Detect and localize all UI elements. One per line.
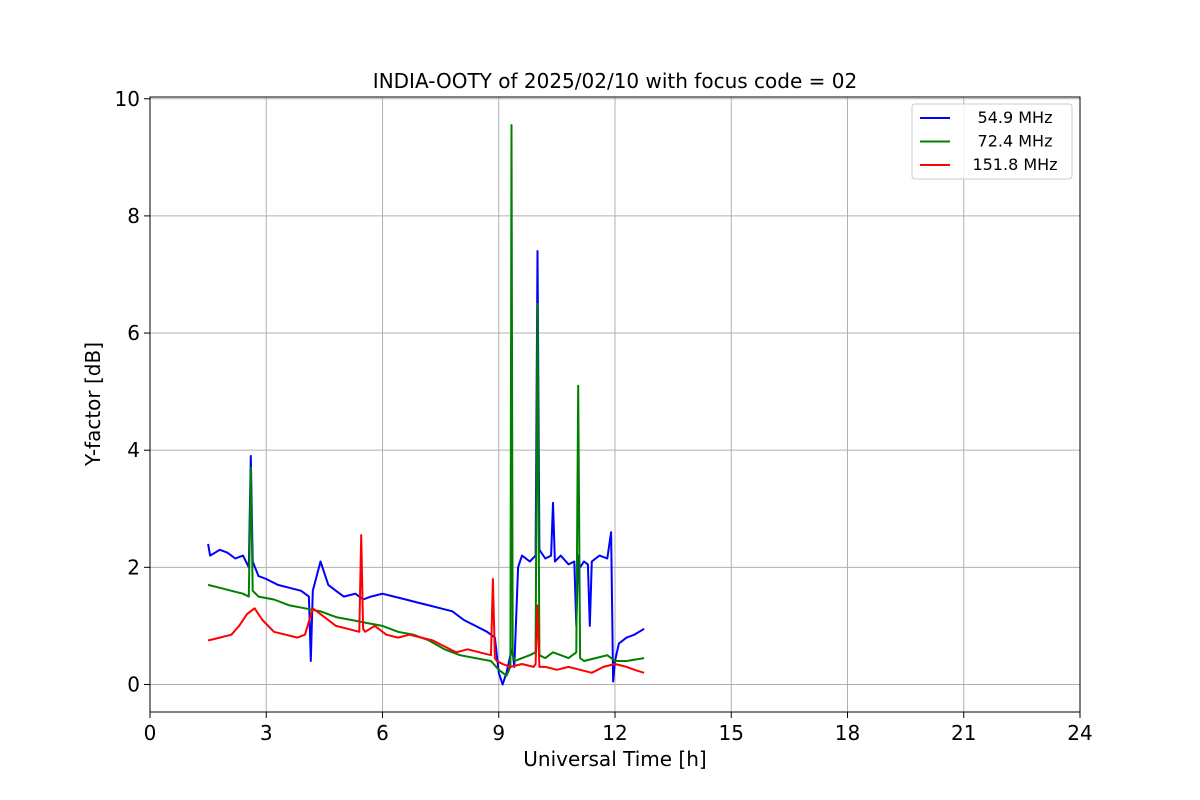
- series-line-1: [207, 250, 645, 686]
- chart-title: INDIA-OOTY of 2025/02/10 with focus code…: [373, 69, 857, 93]
- y-tick-label: 8: [127, 204, 140, 228]
- y-tick-label: 6: [127, 321, 140, 345]
- x-tick-label: 9: [492, 721, 505, 745]
- series-line-2: [207, 124, 645, 677]
- x-tick-label: 0: [144, 721, 157, 745]
- x-tick-label: 21: [951, 721, 976, 745]
- x-tick-label: 15: [719, 721, 744, 745]
- y-tick-label: 0: [127, 672, 140, 696]
- y-axis-label: Y-factor [dB]: [81, 342, 105, 467]
- y-tick-label: 4: [127, 438, 140, 462]
- y-tick-label: 2: [127, 555, 140, 579]
- x-tick-label: 3: [260, 721, 273, 745]
- legend-box: [911, 103, 1073, 180]
- legend-label-1: 54.9 MHz: [978, 108, 1053, 127]
- series-line-3: [207, 534, 645, 674]
- x-tick-label: 24: [1067, 721, 1092, 745]
- legend: 54.9 MHz 72.4 MHz 151.8 MHz: [911, 103, 1073, 180]
- y-tick-label: 10: [115, 87, 140, 111]
- x-tick-label: 6: [376, 721, 389, 745]
- legend-label-3: 151.8 MHz: [972, 155, 1057, 174]
- series-lines: [207, 124, 645, 686]
- legend-label-2: 72.4 MHz: [978, 132, 1053, 151]
- x-axis-label: Universal Time [h]: [523, 747, 706, 771]
- x-tick-label: 12: [602, 721, 627, 745]
- x-tick-label: 18: [835, 721, 860, 745]
